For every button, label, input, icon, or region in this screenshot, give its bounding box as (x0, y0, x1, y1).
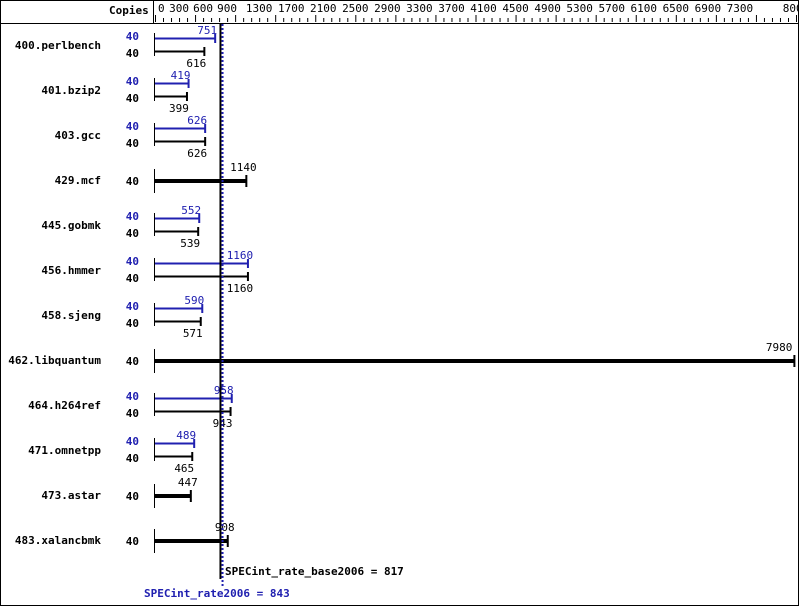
base-copies: 40 (126, 407, 139, 420)
base-summary-label: SPECint_rate_base2006 = 817 (225, 565, 404, 578)
axis-tick-label: 8000 (783, 2, 799, 15)
peak-value-label: 958 (214, 384, 234, 397)
peak-copies: 40 (126, 30, 139, 43)
peak-value-label: 552 (181, 204, 201, 217)
base-copies: 40 (126, 317, 139, 330)
axis-tick-label: 0 (158, 2, 165, 15)
benchmark-label: 471.omnetpp (28, 444, 101, 457)
axis-title: Copies (109, 4, 149, 17)
axis-tick-label: 4900 (534, 2, 561, 15)
base-value-label: 7980 (766, 341, 793, 354)
base-copies: 40 (126, 535, 139, 548)
base-value-label: 571 (183, 327, 203, 340)
benchmark-label: 458.sjeng (41, 309, 101, 322)
peak-value-label: 590 (184, 294, 204, 307)
axis-tick-label: 2900 (374, 2, 401, 15)
axis-tick-label: 6900 (695, 2, 722, 15)
axis-tick-label: 600 (193, 2, 213, 15)
axis-tick-label: 1300 (246, 2, 273, 15)
base-copies: 40 (126, 137, 139, 150)
benchmark-label: 483.xalancbmk (15, 534, 101, 547)
benchmark-label: 462.libquantum (8, 354, 101, 367)
peak-copies: 40 (126, 390, 139, 403)
benchmark-label: 464.h264ref (28, 399, 101, 412)
base-copies: 40 (126, 92, 139, 105)
base-value-label: 908 (215, 521, 235, 534)
peak-copies: 40 (126, 75, 139, 88)
peak-copies: 40 (126, 120, 139, 133)
axis-tick-label: 3300 (406, 2, 433, 15)
base-value-label: 539 (180, 237, 200, 250)
axis-tick-label: 6100 (631, 2, 658, 15)
axis-tick-label: 300 (169, 2, 189, 15)
axis-tick-label: 2100 (310, 2, 337, 15)
benchmark-label: 403.gcc (55, 129, 101, 142)
base-value-label: 1140 (230, 161, 257, 174)
benchmark-label: 429.mcf (55, 174, 101, 187)
peak-value-label: 419 (171, 69, 191, 82)
axis-tick-label: 3700 (438, 2, 465, 15)
axis-tick-label: 5300 (566, 2, 593, 15)
axis-tick-label: 1700 (278, 2, 305, 15)
axis-tick-label: 900 (217, 2, 237, 15)
axis-tick-label: 6500 (663, 2, 690, 15)
benchmark-label: 400.perlbench (15, 39, 101, 52)
peak-value-label: 751 (197, 24, 217, 37)
axis-tick-label: 5700 (598, 2, 625, 15)
benchmark-label: 456.hmmer (41, 264, 101, 277)
benchmark-label: 473.astar (41, 489, 101, 502)
axis-tick-label: 4500 (502, 2, 529, 15)
axis-tick-label: 4100 (470, 2, 497, 15)
peak-copies: 40 (126, 435, 139, 448)
base-copies: 40 (126, 355, 139, 368)
base-value-label: 626 (187, 147, 207, 160)
base-copies: 40 (126, 490, 139, 503)
base-value-label: 1160 (227, 282, 254, 295)
base-copies: 40 (126, 227, 139, 240)
peak-copies: 40 (126, 210, 139, 223)
peak-summary-label: SPECint_rate2006 = 843 (144, 587, 290, 600)
peak-copies: 40 (126, 300, 139, 313)
base-value-label: 943 (213, 417, 233, 430)
axis-tick-label: 2500 (342, 2, 369, 15)
peak-value-label: 489 (176, 429, 196, 442)
base-copies: 40 (126, 272, 139, 285)
benchmark-label: 445.gobmk (41, 219, 101, 232)
peak-copies: 40 (126, 255, 139, 268)
base-value-label: 447 (178, 476, 198, 489)
base-value-label: 465 (174, 462, 194, 475)
base-copies: 40 (126, 175, 139, 188)
peak-value-label: 1160 (227, 249, 254, 262)
base-copies: 40 (126, 452, 139, 465)
base-copies: 40 (126, 47, 139, 60)
base-value-label: 399 (169, 102, 189, 115)
axis-tick-label: 7300 (727, 2, 754, 15)
benchmark-label: 401.bzip2 (41, 84, 101, 97)
peak-value-label: 626 (187, 114, 207, 127)
base-value-label: 616 (186, 57, 206, 70)
